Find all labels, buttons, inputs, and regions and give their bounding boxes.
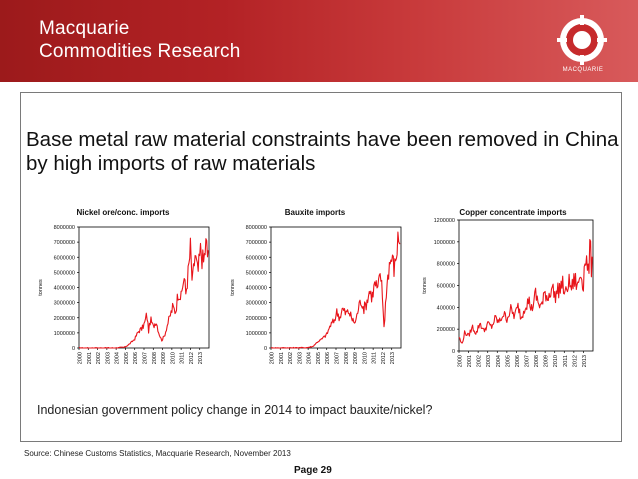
y-tick-label: 1000000 — [54, 331, 75, 337]
source-note: Source: Chinese Customs Statistics, Macq… — [24, 449, 291, 458]
y-tick-label: 7000000 — [246, 240, 267, 246]
x-tick-label: 2000 — [78, 352, 84, 364]
logo-wordmark: MACQUARIE — [562, 67, 604, 73]
plot-area — [78, 226, 210, 349]
y-axis-label: tonnes — [38, 279, 44, 296]
y-tick-label: 6000000 — [246, 255, 267, 261]
chart-svg: Copper concentrate imports tonnes 0 200000 4… — [422, 208, 594, 367]
y-tick-label: 600000 — [437, 284, 455, 290]
x-tick-label: 2006 — [133, 352, 139, 364]
y-tick-label: 5000000 — [246, 270, 267, 276]
x-tick-label: 2005 — [505, 355, 511, 367]
chart-svg: Bauxite imports tonnes 0 1000000 2000000 3000… — [230, 208, 402, 364]
x-tick-label: 2002 — [477, 355, 483, 367]
copper-chart: Copper concentrate imports tonnes 0 200000 4… — [421, 206, 599, 378]
x-tick-label: 2010 — [553, 355, 559, 367]
x-tick-label: 2004 — [496, 355, 502, 367]
y-tick-label: 400000 — [437, 305, 455, 311]
x-tick-label: 2007 — [335, 352, 341, 364]
x-tick-label: 2004 — [115, 352, 121, 364]
chart-title: Copper concentrate imports — [459, 208, 567, 217]
x-tick-label: 2007 — [525, 355, 531, 367]
x-tick-label: 2007 — [143, 352, 149, 364]
y-tick-label: 4000000 — [246, 286, 267, 292]
x-tick-label: 2009 — [353, 352, 359, 364]
y-tick-label: 1000000 — [434, 240, 455, 246]
x-tick-label: 2012 — [189, 352, 195, 364]
y-axis-label: tonnes — [422, 277, 428, 294]
x-tick-label: 2013 — [582, 355, 588, 367]
policy-note: Indonesian government policy change in 2… — [37, 403, 433, 417]
y-tick-label: 4000000 — [54, 286, 75, 292]
y-tick-label: 5000000 — [54, 270, 75, 276]
y-tick-label: 0 — [452, 349, 455, 355]
x-tick-label: 2001 — [87, 352, 93, 364]
macquarie-logo-icon — [548, 12, 616, 80]
y-tick-label: 2000000 — [246, 316, 267, 322]
y-tick-label: 0 — [72, 346, 75, 352]
x-tick-label: 2011 — [372, 352, 378, 364]
series-line — [79, 237, 209, 349]
x-tick-label: 2013 — [198, 352, 204, 364]
x-tick-label: 2001 — [279, 352, 285, 364]
x-tick-label: 2001 — [467, 355, 473, 367]
chart-svg: Nickel ore/conc. imports tonnes 0 1000000 20… — [38, 208, 210, 364]
y-tick-label: 1200000 — [434, 218, 455, 224]
header-banner: Macquarie Commodities Research MACQUARIE — [0, 0, 638, 82]
y-tick-label: 8000000 — [54, 225, 75, 231]
nickel-chart: Nickel ore/conc. imports tonnes 0 1000000 20… — [37, 206, 215, 378]
x-tick-label: 2000 — [458, 355, 464, 367]
y-tick-label: 8000000 — [246, 225, 267, 231]
content-frame — [20, 92, 622, 442]
x-tick-label: 2008 — [344, 352, 350, 364]
bauxite-chart: Bauxite imports tonnes 0 1000000 2000000 3000… — [229, 206, 407, 378]
chart-title: Bauxite imports — [285, 208, 346, 217]
series-line — [270, 231, 401, 349]
x-tick-label: 2011 — [563, 355, 569, 367]
y-tick-label: 0 — [264, 346, 267, 352]
x-tick-label: 2002 — [288, 352, 294, 364]
x-tick-label: 2012 — [381, 352, 387, 364]
x-tick-label: 2003 — [297, 352, 303, 364]
y-tick-label: 1000000 — [246, 331, 267, 337]
x-tick-label: 2005 — [124, 352, 130, 364]
x-tick-label: 2010 — [170, 352, 176, 364]
y-tick-label: 3000000 — [54, 301, 75, 307]
x-tick-label: 2013 — [390, 352, 396, 364]
brand-name: Macquarie — [39, 18, 130, 39]
y-tick-label: 3000000 — [246, 301, 267, 307]
series-line — [458, 239, 593, 344]
x-tick-label: 2010 — [362, 352, 368, 364]
y-tick-label: 800000 — [437, 262, 455, 268]
x-tick-label: 2000 — [270, 352, 276, 364]
slide-title: Base metal raw material constraints have… — [26, 128, 619, 175]
brand-division: Commodities Research — [39, 41, 241, 62]
y-tick-label: 200000 — [437, 327, 455, 333]
x-tick-label: 2009 — [544, 355, 550, 367]
x-tick-label: 2005 — [316, 352, 322, 364]
y-axis-label: tonnes — [230, 279, 236, 296]
x-tick-label: 2011 — [180, 352, 186, 364]
x-tick-label: 2009 — [161, 352, 167, 364]
x-tick-label: 2003 — [486, 355, 492, 367]
page-number: Page 29 — [294, 465, 332, 476]
x-tick-label: 2012 — [572, 355, 578, 367]
x-tick-label: 2004 — [307, 352, 313, 364]
x-tick-label: 2006 — [325, 352, 331, 364]
y-tick-label: 2000000 — [54, 316, 75, 322]
x-tick-label: 2006 — [515, 355, 521, 367]
x-tick-label: 2002 — [96, 352, 102, 364]
chart-title: Nickel ore/conc. imports — [77, 208, 170, 217]
y-tick-label: 6000000 — [54, 255, 75, 261]
y-tick-label: 7000000 — [54, 240, 75, 246]
x-tick-label: 2003 — [105, 352, 111, 364]
x-tick-label: 2008 — [534, 355, 540, 367]
x-tick-label: 2008 — [152, 352, 158, 364]
